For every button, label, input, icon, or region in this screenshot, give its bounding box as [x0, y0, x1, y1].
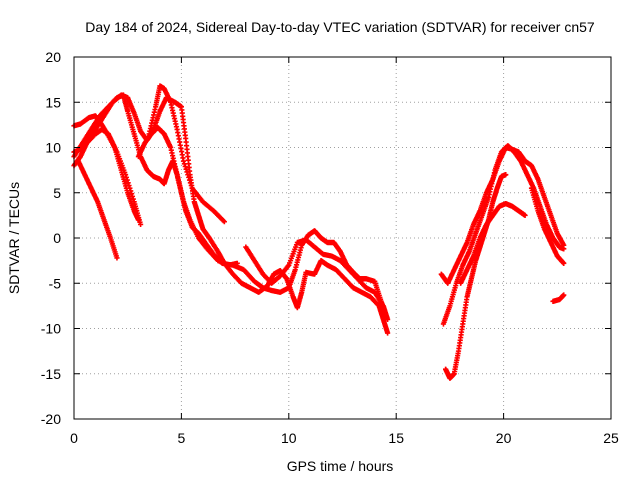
x-tick-label: 0 — [70, 430, 78, 446]
y-tick-label: 5 — [53, 185, 61, 201]
y-tick-label: -10 — [41, 321, 61, 337]
data-point — [130, 196, 136, 202]
x-tick-label: 15 — [388, 430, 404, 446]
chart-title: Day 184 of 2024, Sidereal Day-to-day VTE… — [85, 19, 595, 35]
gridlines — [74, 57, 611, 419]
y-tick-label: 15 — [45, 94, 61, 110]
x-axis-title: GPS time / hours — [287, 458, 394, 474]
series-arc-10 — [440, 143, 567, 327]
data-point — [385, 316, 391, 323]
data-point — [561, 292, 567, 298]
data-point — [234, 260, 240, 266]
data-point — [186, 174, 192, 180]
data-point — [114, 255, 120, 261]
series-arc-14 — [550, 292, 567, 304]
x-tick-label: 20 — [496, 430, 512, 446]
data-point — [385, 330, 391, 336]
series-arc-13 — [528, 185, 567, 266]
y-tick-label: 10 — [45, 140, 61, 156]
data-point — [183, 166, 189, 172]
series-arc-8 — [243, 237, 391, 323]
data-point — [221, 219, 227, 225]
y-tick-label: -20 — [41, 411, 61, 427]
data-point — [180, 158, 187, 164]
y-tick-label: 20 — [45, 49, 61, 65]
data-point — [125, 180, 131, 186]
data-point — [185, 172, 191, 178]
y-tick-label: -15 — [41, 366, 61, 382]
data-point — [522, 212, 528, 218]
data-point — [503, 172, 509, 178]
data-point — [186, 177, 193, 183]
data-point — [181, 161, 188, 167]
data-point — [124, 177, 130, 183]
data-point — [135, 217, 142, 223]
data-point — [188, 182, 194, 189]
x-tick-label: 10 — [281, 430, 297, 446]
data-point — [184, 169, 190, 175]
y-axis-title: SDTVAR / TECUs — [6, 182, 22, 294]
data-point — [137, 221, 144, 228]
series-arc-5 — [75, 158, 120, 261]
data-marks — [71, 83, 567, 381]
series-arc-7 — [135, 124, 240, 268]
data-point — [561, 260, 567, 266]
y-tick-label: -5 — [49, 275, 62, 291]
y-tick-label: 0 — [53, 230, 61, 246]
x-tick-label: 25 — [603, 430, 619, 446]
data-point — [187, 180, 194, 186]
data-point — [561, 246, 567, 252]
axes: 0 5 10 15 20 25 -20 -15 -10 -5 0 5 10 15 20 — [41, 49, 619, 446]
x-tick-label: 5 — [178, 430, 186, 446]
data-point — [182, 163, 188, 170]
data-point — [128, 191, 135, 197]
series-arc-12 — [458, 201, 528, 286]
series-arc-6 — [146, 83, 227, 225]
